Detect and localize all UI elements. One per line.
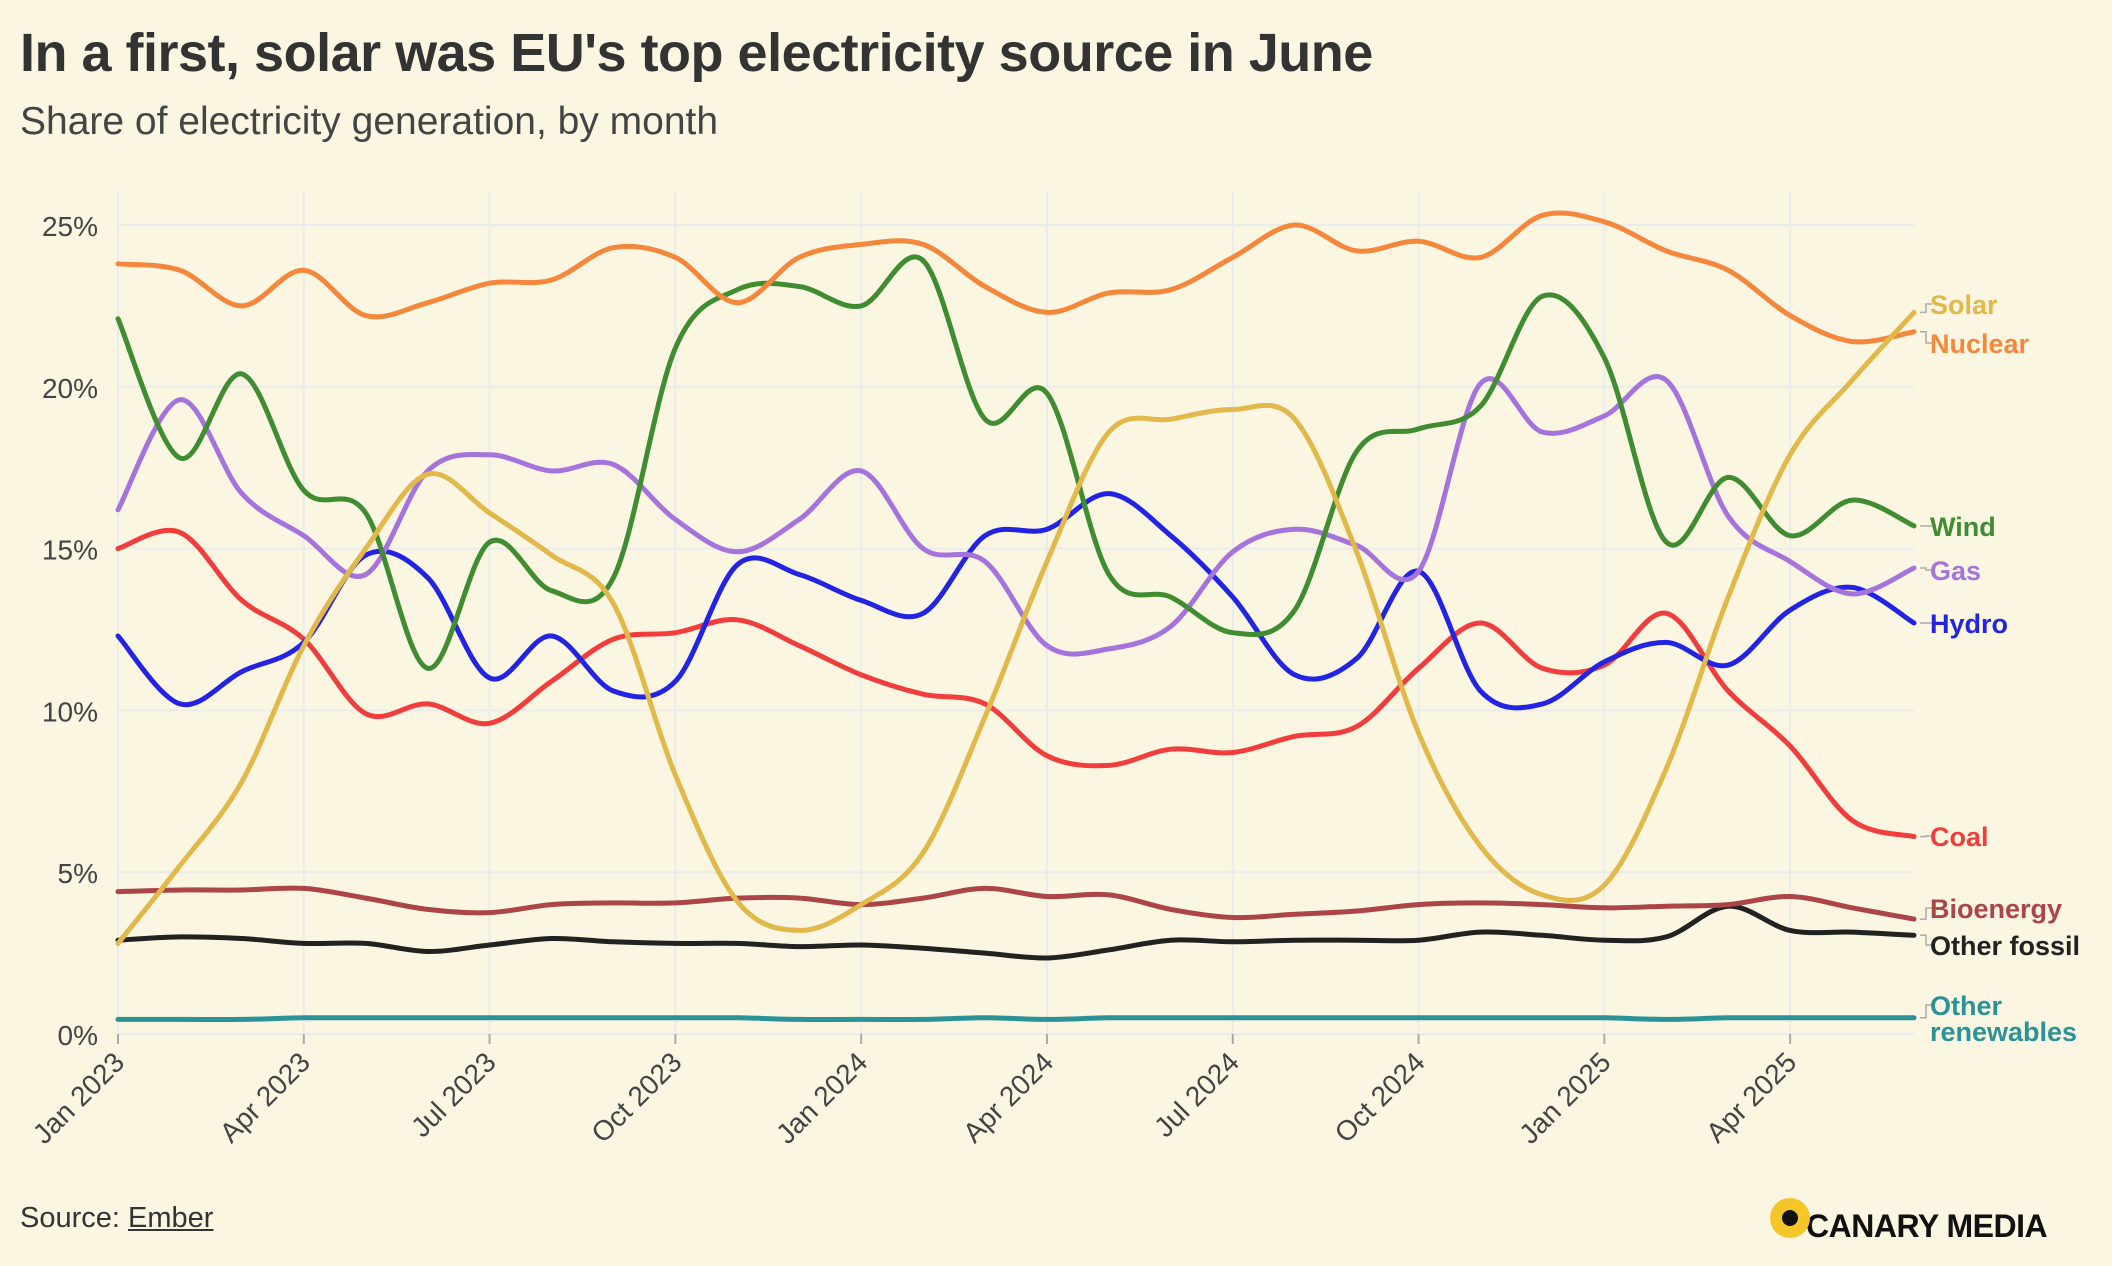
- x-tick-label: Jan 2024: [770, 1046, 873, 1149]
- y-tick-label: 25%: [42, 211, 98, 242]
- series-label-text: Other: [1930, 991, 2003, 1021]
- series-label-text: Coal: [1930, 822, 1989, 852]
- series-line-coal: [115, 528, 1917, 840]
- chart-title: In a first, solar was EU's top electrici…: [20, 23, 1373, 83]
- y-axis: 0% 5% 10% 15% 20% 25%: [42, 211, 98, 1051]
- series-line-solar: [115, 309, 1917, 946]
- label-leader: [1920, 567, 1932, 571]
- series-label-solar: Solar: [1920, 290, 1998, 320]
- label-leader: [1920, 907, 1932, 920]
- x-tick-label: Apr 2023: [214, 1046, 316, 1148]
- series-label-wind: Wind: [1920, 512, 1996, 542]
- x-tick-label: Oct 2024: [1329, 1046, 1431, 1148]
- series-label-other-fossil: Other fossil: [1920, 931, 2080, 961]
- series-line-wind: [115, 254, 1917, 671]
- label-leader: [1920, 303, 1932, 314]
- series-label-text: Gas: [1930, 556, 1981, 586]
- series-label-text: Solar: [1930, 290, 1998, 320]
- label-leader: [1920, 934, 1932, 946]
- y-tick-label: 15%: [42, 535, 98, 566]
- series-label-nuclear: Nuclear: [1920, 329, 2030, 359]
- x-tick-label: Apr 2025: [1700, 1046, 1802, 1148]
- chart-subtitle: Share of electricity generation, by mont…: [20, 100, 719, 143]
- canary-logo-icon: [1770, 1198, 1810, 1238]
- y-tick-label: 0%: [58, 1020, 98, 1051]
- x-tick-label: Oct 2023: [585, 1046, 687, 1148]
- series-line-bioenergy: [115, 885, 1917, 922]
- x-tick-label: Jan 2025: [1513, 1046, 1616, 1149]
- y-tick-label: 20%: [42, 373, 98, 404]
- x-tick-label: Jul 2024: [1148, 1046, 1245, 1143]
- series-label-text: Wind: [1930, 512, 1996, 542]
- label-leader: [1920, 1004, 1932, 1019]
- brand-name: CANARY MEDIA: [1806, 1207, 2048, 1244]
- series-label-text: Nuclear: [1930, 329, 2030, 359]
- y-tick-label: 10%: [42, 696, 98, 727]
- source-note: Source: Ember: [20, 1202, 213, 1235]
- label-leader: [1920, 331, 1932, 344]
- series-label-coal: Coal: [1920, 822, 1989, 852]
- series-label-text: renewables: [1930, 1017, 2077, 1047]
- series-label-text: Bioenergy: [1930, 894, 2062, 924]
- series-label-gas: Gas: [1920, 556, 1981, 586]
- series-labels: Solar Nuclear Wind Gas Hydro Coal Bioenergy Oth…: [1920, 290, 2080, 1047]
- series-label-hydro: Hydro: [1920, 609, 2008, 639]
- x-tick-label: Jan 2023: [27, 1046, 130, 1149]
- canary-media-logo: CANARY MEDIA: [1770, 1188, 2048, 1248]
- x-tick-label: Apr 2024: [957, 1046, 1059, 1148]
- x-tick-label: Jul 2023: [405, 1046, 502, 1143]
- source-label: Source:: [20, 1202, 128, 1234]
- y-tick-label: 5%: [58, 858, 98, 889]
- series-label-text: Hydro: [1930, 609, 2008, 639]
- series-line-nuclear: [115, 210, 1917, 345]
- series-label-bioenergy: Bioenergy: [1920, 894, 2062, 924]
- series-line-gas: [115, 374, 1917, 657]
- series-line-hydro: [115, 491, 1917, 711]
- x-axis: Jan 2023 Apr 2023 Jul 2023 Oct 2023 Jan 2024…: [27, 1034, 1802, 1150]
- series-line-other-fossil: [115, 903, 1917, 961]
- series-label-text: Other fossil: [1930, 931, 2080, 961]
- series-lines: [115, 210, 1917, 1023]
- source-link[interactable]: Ember: [128, 1202, 214, 1234]
- label-leader: [1920, 835, 1932, 838]
- series-line-other-renewables: [115, 1015, 1917, 1023]
